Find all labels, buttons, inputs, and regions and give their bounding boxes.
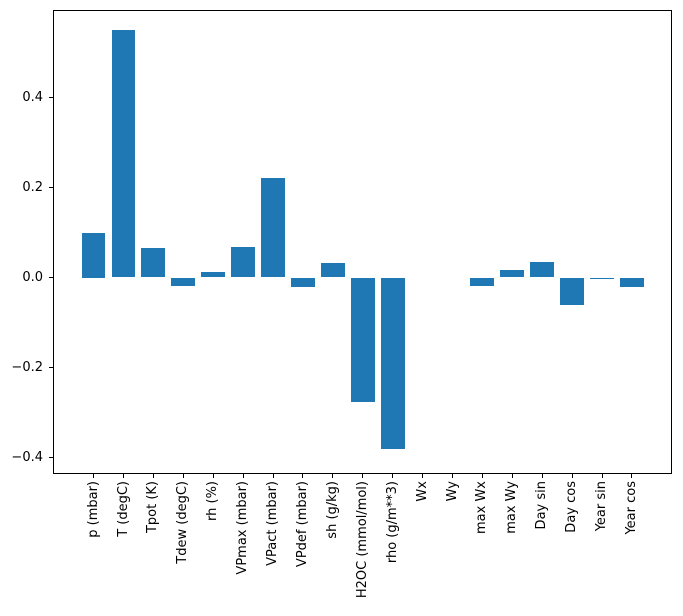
x-axis-tick (123, 473, 124, 478)
x-axis-tick-label-sh-g-kg: sh (g/kg) (324, 480, 340, 539)
y-axis-tick-label: 0.0 (22, 270, 43, 285)
x-axis-tick (93, 473, 95, 478)
x-axis-tick-label-p-mbar: p (mbar) (85, 480, 101, 538)
y-axis-tick-label: 0.4 (22, 90, 43, 105)
y-axis-tick (49, 367, 53, 368)
x-axis-tick-label-max-wy: max Wy (504, 480, 520, 534)
bar-vpact-mbar (261, 178, 285, 278)
bar-max-wx (470, 277, 495, 286)
x-axis-tick-label-vpdef-mbar: VPdef (mbar) (294, 480, 310, 567)
x-axis-tick (302, 473, 304, 478)
y-axis-tick (49, 187, 53, 188)
y-axis-tick (49, 277, 53, 278)
bar-tpot-k (141, 248, 166, 278)
x-axis-tick-label-day-sin: Day sin (534, 480, 550, 529)
x-axis-tick-label-vpact-mbar: VPact (mbar) (265, 480, 280, 566)
x-axis-tick-label-wx: Wx (414, 480, 430, 502)
x-axis-tick-label-tpot-k: Tpot (K) (145, 480, 161, 533)
x-axis-tick (362, 473, 364, 478)
bar-day-sin (530, 261, 555, 278)
bar-vpmax-mbar (231, 246, 256, 278)
bar-tdew-degc (171, 277, 196, 286)
bar-year-sin (590, 277, 614, 279)
x-axis-tick-label-t-degc: T (degC) (115, 480, 131, 537)
bar-rh (201, 271, 226, 278)
x-axis-tick (601, 473, 603, 478)
x-axis-tick (511, 473, 513, 478)
bar-rho-g-m-3 (380, 277, 405, 450)
bar-day-cos (560, 277, 584, 305)
x-axis-tick-label-year-cos: Year cos (623, 480, 639, 535)
x-axis-tick (152, 473, 154, 478)
x-axis-tick-label-wy: Wy (444, 480, 460, 501)
x-axis-tick-label-rh: rh (%) (205, 480, 221, 521)
x-axis-tick (332, 473, 334, 478)
x-axis-tick (452, 473, 453, 478)
x-axis-tick (212, 473, 214, 478)
x-axis-tick-label-max-wx: max Wx (474, 480, 490, 534)
y-axis-tick-label: −0.4 (11, 450, 43, 465)
bar-p-mbar (81, 232, 106, 278)
x-axis-tick (571, 473, 573, 478)
x-axis-tick-label-rho-g-m-3: rho (g/m**3) (384, 480, 400, 563)
x-axis-tick (631, 473, 633, 478)
x-axis-tick-label-vpmax-mbar: VPmax (mbar) (235, 480, 251, 575)
bar-vpdef-mbar (291, 277, 315, 287)
y-axis-tick (49, 97, 53, 98)
x-axis-tick (422, 473, 424, 478)
y-axis-tick (49, 457, 53, 458)
x-axis-tick-label-day-cos: Day cos (564, 480, 580, 533)
bar-max-wy (500, 270, 525, 278)
x-axis-tick (182, 473, 184, 478)
x-axis-tick-label-h2oc-mmol-mol: H2OC (mmol/mol) (354, 480, 370, 598)
x-axis-tick-label-tdew-degc: Tdew (degC) (175, 480, 191, 564)
x-axis-tick (272, 473, 274, 478)
x-axis-tick-label-year-sin: Year sin (594, 480, 609, 531)
bar-year-cos (620, 277, 644, 287)
x-axis-tick (392, 473, 394, 478)
y-axis-tick-label: 0.2 (22, 180, 43, 195)
x-axis-tick (481, 473, 483, 478)
x-axis-tick (242, 473, 244, 478)
bar-t-degc (111, 30, 136, 278)
y-axis-tick-label: −0.2 (11, 360, 43, 375)
bar-h2oc-mmol-mol (350, 277, 375, 403)
x-axis-tick (541, 473, 543, 478)
bar-sh-g-kg (320, 263, 345, 278)
